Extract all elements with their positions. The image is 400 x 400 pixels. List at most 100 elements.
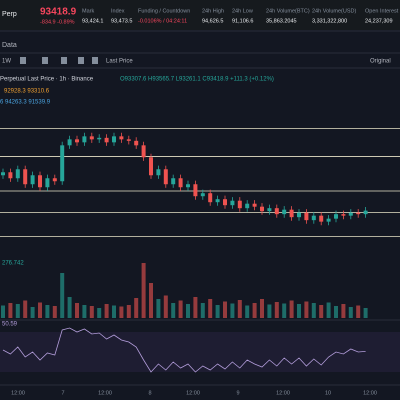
candle-body <box>8 172 13 179</box>
candle-body <box>15 169 20 179</box>
candle-body <box>208 193 213 203</box>
volume-bar <box>15 304 20 318</box>
volume-bar <box>186 304 190 318</box>
top-bar <box>0 0 400 30</box>
legend-bb: 6 94263.3 91539.9 <box>0 100 51 106</box>
volume-bar <box>356 305 361 318</box>
candle-body <box>289 209 294 218</box>
icon[interactable] <box>78 57 84 64</box>
x-label: 12:00 <box>98 390 112 396</box>
volume-bar <box>223 301 227 318</box>
volume-bar <box>104 304 109 318</box>
x-label: 8 <box>148 390 151 396</box>
volume-bar <box>75 303 79 318</box>
volume-bar <box>289 300 294 318</box>
price-change: -834.9 -0.89% <box>40 19 75 25</box>
volume-bar <box>156 299 161 318</box>
candle-body <box>267 208 272 212</box>
rsi-line <box>2 327 366 373</box>
x-label: 12:00 <box>11 390 25 396</box>
volume-bar <box>82 305 87 318</box>
stat-value: 24,237,309 <box>365 18 393 24</box>
candle-body <box>104 137 109 143</box>
candle-body <box>193 184 198 197</box>
volume-bar <box>311 303 316 318</box>
stat-label: Mark <box>82 8 94 14</box>
stat-value: 3,331,322,800 <box>312 18 347 24</box>
stat-label: Index <box>111 8 125 14</box>
candle-body <box>1 172 5 176</box>
x-label: 10 <box>325 390 331 396</box>
stat-value: 91,106.6 <box>232 18 253 24</box>
symbol[interactable]: Perp <box>2 11 17 18</box>
candle-body <box>215 199 220 203</box>
candle-body <box>319 215 324 222</box>
candle-body <box>149 157 153 176</box>
volume-bar <box>200 303 205 318</box>
stat-label: 24h High <box>202 8 224 14</box>
icon[interactable] <box>42 57 48 64</box>
candle-body <box>97 137 102 140</box>
volume-bar <box>297 304 301 318</box>
volume-bar <box>252 303 257 318</box>
candle-body <box>45 178 50 188</box>
candle-body <box>334 214 338 219</box>
candle-body <box>237 200 242 209</box>
stat-label: Open Interest <box>365 8 399 14</box>
candle-body <box>200 193 205 197</box>
candle-body <box>67 139 72 146</box>
candle-body <box>341 214 346 216</box>
volume-bar <box>237 300 242 318</box>
rsi-band <box>0 332 400 372</box>
candle-body <box>134 140 139 146</box>
stat-label: Funding / Countdown <box>138 8 190 14</box>
candle-body <box>156 169 161 176</box>
volume-bar <box>208 299 213 318</box>
view[interactable]: Original <box>370 59 391 65</box>
candle-body <box>178 178 183 188</box>
candle-body <box>326 218 331 222</box>
volume-bar <box>38 302 42 318</box>
volume-label: 276.742 <box>2 261 24 267</box>
candle-body <box>356 212 361 215</box>
rsi-label: 50.59 <box>2 322 18 328</box>
x-label: 12:00 <box>186 390 200 396</box>
tab[interactable]: Data <box>2 42 17 49</box>
interval[interactable]: 1W <box>2 59 11 65</box>
icon[interactable] <box>92 57 98 64</box>
candle-body <box>274 208 279 215</box>
volume-bar <box>52 306 57 318</box>
candle-body <box>52 178 57 182</box>
stat-value: 93,424.1 <box>82 18 103 24</box>
volume-bar <box>67 297 72 318</box>
candle-body <box>245 203 250 209</box>
icon[interactable] <box>20 57 26 64</box>
stat-label: 24h Volume(BTC) <box>266 8 310 14</box>
volume-bar <box>260 299 264 318</box>
x-label: 9 <box>236 390 239 396</box>
stat-label: 24h Volume(USD) <box>312 8 356 14</box>
volume-bar <box>363 308 368 318</box>
stat-value: -0.0106% / 04:24:11 <box>138 18 187 24</box>
legend-ma: 92928.3 93310.6 <box>4 89 50 95</box>
candle-body <box>363 210 368 215</box>
candle-body <box>348 212 353 216</box>
volume-bar <box>126 305 131 318</box>
volume-bar <box>141 263 146 318</box>
candle-body <box>82 136 87 143</box>
volume-bar <box>334 306 338 318</box>
volume-bar <box>149 283 153 318</box>
price-type[interactable]: Last Price <box>106 59 133 65</box>
icon[interactable] <box>61 57 67 64</box>
volume-bar <box>341 304 346 318</box>
volume-bar <box>193 297 198 318</box>
stat-value: 93,473.5 <box>111 18 132 24</box>
volume-bar <box>30 307 35 318</box>
volume-bar <box>112 305 116 318</box>
x-label: 12:00 <box>276 390 290 396</box>
candle-body <box>171 178 176 185</box>
volume-bar <box>319 305 324 318</box>
volume-bar <box>178 300 183 318</box>
volume-bar <box>89 306 94 318</box>
candle-body <box>304 212 309 221</box>
